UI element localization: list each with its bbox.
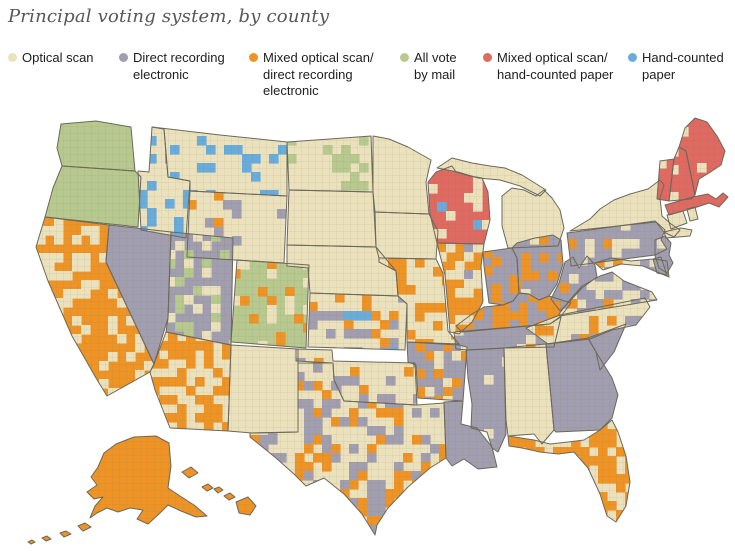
legend-label: Hand-counted paper [642, 50, 724, 82]
legend-swatch-all-vote-by-mail-icon [400, 53, 409, 62]
legend-item-mixed-optical-hand-counted: Mixed optical scan/ hand-counted paper [483, 50, 613, 83]
legend-label: Mixed optical scan/ hand-counted paper [497, 50, 614, 82]
legend-label: All vote by mail [414, 50, 457, 82]
legend-label: Mixed optical scan/ direct recording ele… [263, 50, 374, 99]
legend-label: Optical scan [22, 50, 94, 65]
legend-swatch-mixed-optical-hand-icon [483, 53, 492, 62]
legend-swatch-mixed-optical-dre-icon [249, 53, 258, 62]
legend-label: Direct recording electronic [133, 50, 225, 82]
page-title: Principal voting system, by county [8, 6, 330, 27]
legend-swatch-dre-icon [119, 53, 128, 62]
legend: Optical scan Direct recording electronic… [0, 50, 735, 112]
legend-swatch-hand-counted-paper-icon [628, 53, 637, 62]
legend-item-hand-counted-paper: Hand-counted paper [628, 50, 724, 83]
legend-item-direct-recording-electronic: Direct recording electronic [119, 50, 225, 83]
legend-swatch-optical-scan-icon [8, 53, 17, 62]
legend-item-mixed-optical-dre: Mixed optical scan/ direct recording ele… [249, 50, 374, 100]
legend-item-all-vote-by-mail: All vote by mail [400, 50, 457, 83]
legend-item-optical-scan: Optical scan [8, 50, 94, 67]
